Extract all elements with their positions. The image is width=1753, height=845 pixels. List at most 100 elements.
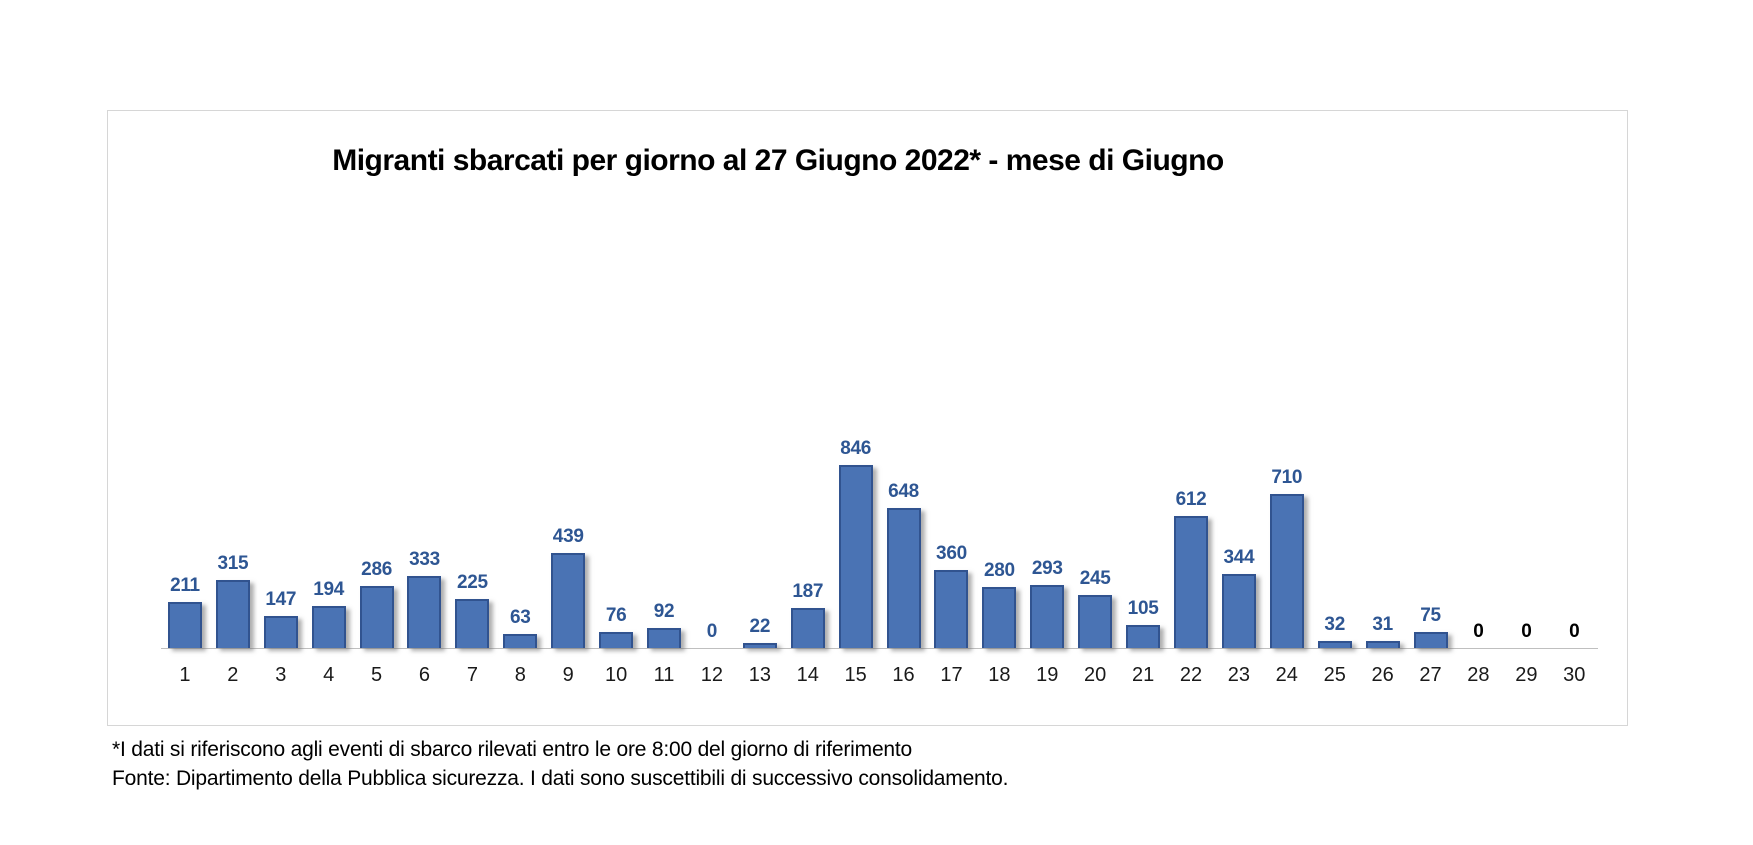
bar-slot-day-19: 293 — [1023, 269, 1071, 648]
bar-slot-day-30: 0 — [1550, 269, 1598, 648]
bar-day-4 — [311, 606, 346, 648]
bar-day-16 — [886, 508, 921, 648]
bar-slot-day-21: 105 — [1119, 269, 1167, 648]
bar-value-label-day-21: 105 — [1127, 598, 1159, 619]
x-tick-label-day-8: 8 — [514, 664, 526, 686]
bar-slot-day-10: 76 — [592, 269, 640, 648]
bar-slot-day-20: 245 — [1071, 269, 1119, 648]
bar-value-label-day-4: 194 — [313, 579, 345, 600]
x-tick-label-day-22: 22 — [1179, 664, 1203, 686]
x-tick-label-day-17: 17 — [940, 664, 963, 686]
x-tick-label-day-6: 6 — [418, 664, 431, 686]
x-tick-label-day-30: 30 — [1563, 664, 1586, 686]
bar-day-18 — [982, 587, 1017, 648]
footnotes: *I dati si riferiscono agli eventi di sb… — [112, 735, 1008, 793]
bar-slot-day-2: 315 — [209, 269, 257, 648]
bar-value-label-day-24: 710 — [1271, 467, 1303, 488]
footnote-line-1: *I dati si riferiscono agli eventi di sb… — [112, 738, 913, 761]
bar-slot-day-8: 63 — [496, 269, 544, 648]
x-tick-label-day-18: 18 — [988, 664, 1011, 686]
bar-value-label-day-15: 846 — [840, 438, 872, 459]
footnote-line-2: Fonte: Dipartimento della Pubblica sicur… — [112, 767, 1009, 790]
x-tick-label-day-9: 9 — [562, 664, 574, 686]
bar-day-14 — [790, 608, 825, 648]
bar-slot-day-27: 75 — [1407, 269, 1455, 648]
bar-day-21 — [1126, 625, 1161, 648]
bar-day-22 — [1173, 516, 1208, 648]
x-tick-label-day-16: 16 — [892, 664, 915, 686]
bar-value-label-day-13: 22 — [749, 616, 771, 637]
bar-slot-day-12: 0 — [688, 269, 736, 648]
bar-value-label-day-6: 333 — [409, 549, 440, 570]
x-tick-label-day-25: 25 — [1323, 664, 1346, 686]
bar-day-25 — [1317, 641, 1352, 648]
bar-value-label-day-29: 0 — [1521, 621, 1532, 642]
bar-day-3 — [263, 616, 298, 648]
x-tick-label-day-12: 12 — [700, 664, 724, 686]
bar-slot-day-25: 32 — [1311, 269, 1359, 648]
x-tick-label-day-3: 3 — [275, 664, 287, 686]
bar-day-13 — [742, 643, 777, 648]
x-axis: 1 2 3 4 5 6 7 8 9 10 11 12 13 14 15 16 17 18 19 20 21 22 23 24 2… — [161, 650, 1598, 687]
bar-day-2 — [215, 580, 250, 648]
bar-slot-day-14: 187 — [784, 269, 832, 648]
bar-value-label-day-11: 92 — [653, 601, 675, 622]
bar-value-label-day-8: 63 — [510, 607, 531, 628]
bar-value-label-day-16: 648 — [888, 481, 919, 502]
bar-value-label-day-10: 76 — [605, 605, 627, 626]
bar-slot-day-3: 147 — [257, 269, 305, 648]
x-tick-label-day-26: 26 — [1371, 664, 1394, 686]
bar-value-label-day-3: 147 — [265, 589, 297, 610]
bar-value-label-day-26: 31 — [1372, 614, 1393, 635]
bar-value-label-day-25: 32 — [1324, 614, 1345, 635]
bar-slot-day-28: 0 — [1454, 269, 1502, 648]
bar-value-label-day-5: 286 — [361, 559, 392, 580]
bar-value-label-day-22: 612 — [1175, 489, 1207, 510]
x-tick-label-day-10: 10 — [604, 664, 628, 686]
bar-slot-day-24: 710 — [1263, 269, 1311, 648]
bar-value-label-day-20: 245 — [1079, 568, 1111, 589]
bar-slot-day-16: 648 — [880, 269, 928, 648]
bar-slot-day-4: 194 — [305, 269, 353, 648]
bar-slot-day-5: 286 — [353, 269, 401, 648]
bar-slot-day-26: 31 — [1359, 269, 1407, 648]
bar-value-label-day-9: 439 — [552, 526, 584, 547]
plot-area: 211 315 147 194 286 333 225 63 439 76 92 0 22 187 846 6… — [161, 269, 1598, 649]
bar-slot-day-7: 225 — [448, 269, 496, 648]
x-tick-label-day-13: 13 — [748, 664, 771, 686]
bar-day-8 — [503, 634, 538, 648]
bar-day-10 — [599, 632, 634, 648]
bar-value-label-day-19: 293 — [1031, 558, 1063, 579]
chart-frame: Migranti sbarcati per giorno al 27 Giugn… — [107, 110, 1628, 726]
x-tick-label-day-19: 19 — [1036, 664, 1059, 686]
bar-day-24 — [1269, 494, 1304, 648]
bar-slot-day-11: 92 — [640, 269, 688, 648]
bar-day-19 — [1030, 585, 1065, 648]
bar-slot-day-17: 360 — [928, 269, 976, 648]
bar-value-label-day-18: 280 — [983, 560, 1015, 581]
bar-value-label-day-27: 75 — [1420, 605, 1441, 626]
bar-slot-day-13: 22 — [736, 269, 784, 648]
bar-day-15 — [838, 465, 873, 648]
x-tick-label-day-11: 11 — [653, 664, 675, 686]
x-tick-label-day-24: 24 — [1275, 664, 1298, 686]
bar-day-7 — [455, 599, 490, 648]
bar-slot-day-1: 211 — [161, 269, 209, 648]
bar-day-11 — [647, 628, 682, 648]
x-tick-label-day-7: 7 — [466, 664, 478, 686]
bar-day-5 — [359, 586, 394, 648]
bar-day-23 — [1221, 574, 1256, 648]
bar-day-1 — [167, 602, 202, 648]
x-tick-label-day-15: 15 — [844, 664, 867, 686]
bar-day-6 — [407, 576, 442, 648]
chart-title: Migranti sbarcati per giorno al 27 Giugn… — [332, 144, 1224, 177]
bar-slot-day-22: 612 — [1167, 269, 1215, 648]
bar-slot-day-23: 344 — [1215, 269, 1263, 648]
bar-day-26 — [1365, 641, 1400, 648]
bar-day-9 — [551, 553, 586, 648]
x-tick-label-day-1: 1 — [179, 664, 191, 686]
bar-value-label-day-2: 315 — [217, 553, 249, 574]
bar-value-label-day-30: 0 — [1569, 621, 1580, 642]
x-tick-label-day-4: 4 — [323, 664, 335, 686]
